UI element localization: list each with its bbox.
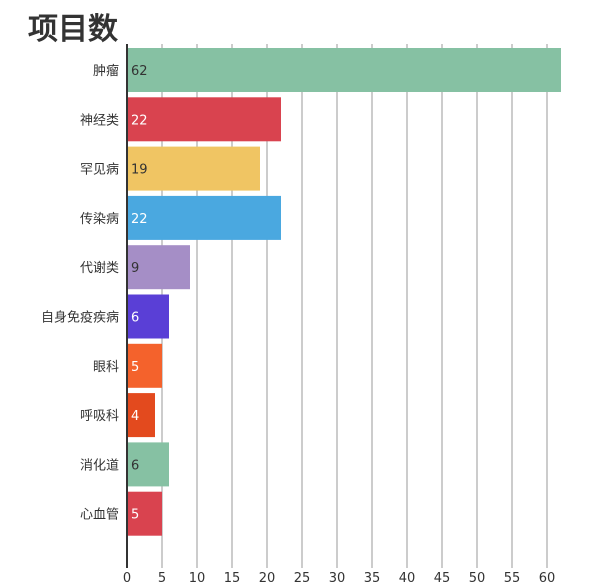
category-label: 消化道 — [80, 458, 119, 473]
bar — [127, 343, 162, 388]
category-label: 罕见病 — [80, 163, 119, 178]
data-label: 22 — [131, 212, 148, 227]
x-tick-label: 55 — [504, 571, 521, 586]
data-label: 5 — [131, 360, 139, 375]
category-label: 肿瘤 — [93, 63, 119, 79]
data-label: 22 — [131, 113, 148, 128]
x-tick-label: 30 — [329, 571, 346, 586]
x-tick-label: 35 — [364, 571, 381, 586]
data-label: 6 — [131, 311, 139, 326]
data-label: 4 — [131, 409, 139, 424]
bar — [127, 442, 169, 487]
x-tick-label: 40 — [399, 571, 416, 586]
data-label: 19 — [131, 163, 148, 178]
bar — [127, 393, 155, 438]
x-tick-label: 20 — [259, 571, 276, 586]
category-label: 传染病 — [80, 212, 119, 227]
data-label: 6 — [131, 458, 139, 473]
x-tick-label: 10 — [189, 571, 206, 586]
x-tick-label: 0 — [123, 571, 131, 586]
category-label: 眼科 — [93, 360, 119, 375]
x-tick-label: 15 — [224, 571, 241, 586]
x-tick-label: 5 — [158, 571, 166, 586]
category-label: 代谢类 — [80, 260, 119, 276]
chart-title: 项目数 — [28, 12, 118, 47]
x-tick-label: 60 — [539, 571, 556, 586]
x-tick-label: 25 — [294, 571, 311, 586]
category-label: 自身免疫疾病 — [41, 310, 119, 326]
bar — [127, 146, 260, 191]
bar — [127, 294, 169, 339]
x-tick-label: 45 — [434, 571, 451, 586]
bar — [127, 97, 281, 142]
bar — [127, 195, 281, 240]
data-label: 5 — [131, 508, 139, 523]
category-label: 呼吸科 — [80, 409, 119, 424]
bar — [127, 48, 561, 92]
category-label: 神经类 — [80, 113, 119, 128]
data-label: 62 — [131, 64, 148, 79]
bar — [127, 245, 190, 290]
category-label: 心血管 — [80, 508, 119, 523]
x-tick-label: 50 — [469, 571, 486, 586]
bar — [127, 491, 162, 536]
data-label: 9 — [131, 261, 139, 276]
